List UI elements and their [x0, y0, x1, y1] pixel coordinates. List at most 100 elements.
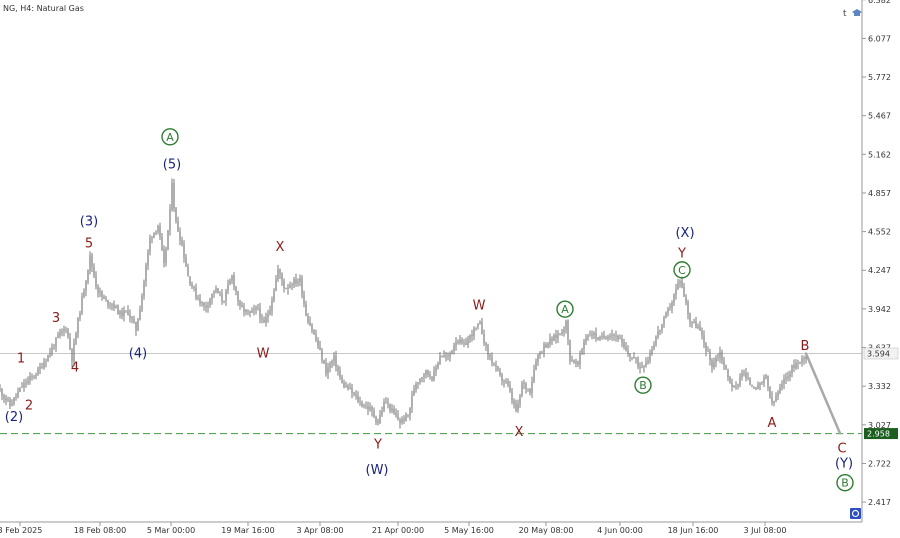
candle-body: [219, 293, 221, 295]
y-tick-label: 3.942: [868, 305, 891, 314]
candle-body: [3, 395, 5, 399]
candle-body: [729, 377, 731, 384]
candle-body: [419, 378, 421, 383]
wave-label: 1: [17, 352, 25, 367]
candle-body: [591, 334, 593, 336]
candle-body: [465, 342, 467, 346]
candle-body: [359, 401, 361, 403]
candle-body: [349, 387, 351, 390]
x-tick-label: 20 May 08:00: [519, 526, 574, 535]
candle-body: [545, 344, 547, 348]
wave-label: X: [515, 425, 524, 440]
wave-label: Y: [373, 438, 382, 453]
candle-body: [263, 319, 265, 323]
candle-body: [521, 382, 523, 396]
candle-body: [649, 353, 651, 361]
candle-body: [245, 309, 247, 312]
candle-body: [335, 355, 337, 368]
y-tick-label: 2.722: [868, 459, 891, 468]
support-level-badge: [864, 428, 898, 440]
candle-body: [573, 360, 575, 364]
candle-body: [189, 276, 191, 285]
candle-body: [251, 310, 253, 313]
candle-body: [537, 354, 539, 362]
y-tick-label: 2.417: [868, 498, 891, 507]
candle-body: [803, 358, 805, 360]
candle-body: [201, 302, 203, 304]
candle-body: [77, 317, 79, 334]
candle-body: [677, 283, 679, 290]
trade-hat-icon[interactable]: t: [843, 9, 862, 19]
candle-body: [161, 236, 163, 250]
candle-body: [355, 394, 357, 397]
candle-body: [589, 335, 591, 337]
candle-body: [235, 286, 237, 292]
candle-body: [383, 401, 385, 411]
candle-body: [173, 182, 175, 209]
candle-body: [789, 373, 791, 377]
candle-body: [205, 305, 207, 308]
candle-body: [655, 337, 657, 345]
candle-body: [87, 269, 89, 281]
candle-body: [111, 304, 113, 306]
candle-body: [105, 298, 107, 301]
candle-body: [511, 391, 513, 401]
candle-body: [35, 374, 37, 377]
settings-corner-icon[interactable]: [850, 508, 861, 519]
candle-body: [493, 363, 495, 365]
x-tick-label: 5 May 16:00: [444, 526, 494, 535]
candle-body: [653, 344, 655, 350]
candle-body: [21, 387, 23, 388]
candle-body: [501, 375, 503, 381]
candle-body: [79, 313, 81, 318]
candle-body: [153, 232, 155, 238]
candle-body: [461, 339, 463, 343]
candle-body: [731, 383, 733, 387]
candle-body: [47, 354, 49, 362]
candle-body: [95, 276, 97, 287]
candle-body: [599, 336, 601, 340]
candle-body: [327, 367, 329, 374]
candle-body: [65, 328, 67, 330]
candle-body: [19, 387, 21, 392]
wave-label: 3: [52, 311, 60, 326]
candle-body: [107, 300, 109, 305]
candle-body: [427, 370, 429, 375]
candle-body: [713, 362, 715, 368]
candle-body: [581, 349, 583, 354]
y-tick-label: 5.467: [868, 112, 891, 121]
wave-label: B: [801, 339, 810, 354]
candle-body: [365, 406, 367, 407]
x-tick-label: 5 Mar 00:00: [147, 526, 195, 535]
candle-body: [647, 360, 649, 363]
candle-body: [749, 378, 751, 386]
candle-body: [621, 338, 623, 343]
candle-body: [633, 357, 635, 359]
candle-body: [499, 370, 501, 376]
wave-label: 5: [85, 236, 93, 251]
candle-body: [49, 353, 51, 355]
candle-body: [179, 231, 181, 241]
candle-body: [395, 413, 397, 416]
candle-body: [185, 257, 187, 267]
candle-body: [523, 382, 525, 384]
candle-body: [605, 337, 607, 339]
candle-body: [267, 314, 269, 318]
candle-body: [559, 333, 561, 335]
x-tick-label: 21 Apr 00:00: [372, 526, 424, 535]
candle-body: [319, 346, 321, 350]
candle-body: [639, 366, 641, 369]
candle-body: [705, 343, 707, 352]
candle-body: [225, 290, 227, 302]
candle-body: [171, 182, 173, 210]
candle-body: [361, 402, 363, 407]
candle-body: [691, 321, 693, 323]
candle-body: [247, 309, 249, 311]
candle-body: [363, 406, 365, 407]
candle-body: [215, 288, 217, 292]
candle-body: [663, 317, 665, 325]
candle-body: [301, 277, 303, 295]
candle-body: [497, 366, 499, 371]
candle-body: [475, 327, 477, 329]
candle-body: [75, 333, 77, 344]
